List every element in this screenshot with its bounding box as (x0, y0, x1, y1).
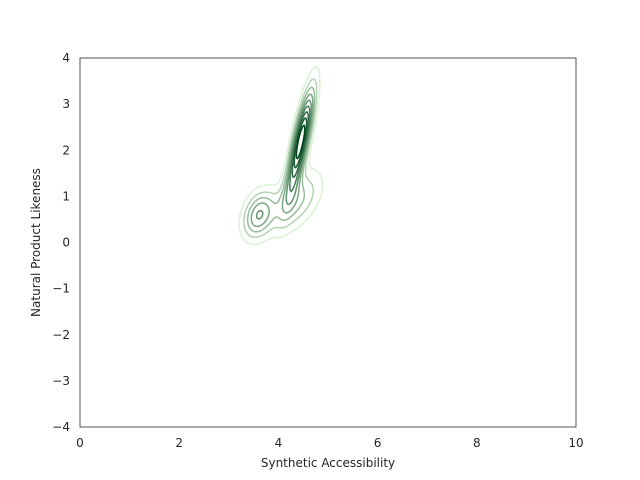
contour-level-3 (246, 86, 316, 233)
y-tick-label: −1 (52, 282, 70, 296)
plot-area (80, 58, 576, 427)
x-axis-ticks: 0 2 4 6 8 10 (76, 436, 583, 450)
y-axis-ticks: −4 −3 −2 −1 0 1 2 3 4 (52, 51, 70, 434)
x-tick-label: 8 (473, 436, 481, 450)
contour-level-9 (295, 124, 306, 160)
contour-level-8 (293, 117, 308, 169)
x-axis-label: Synthetic Accessibility (261, 456, 395, 470)
x-tick-label: 10 (568, 436, 583, 450)
y-tick-label: −4 (52, 420, 70, 434)
contour-level-5 (255, 99, 312, 220)
x-tick-label: 2 (175, 436, 183, 450)
x-tick-label: 6 (374, 436, 382, 450)
y-tick-label: 3 (62, 97, 70, 111)
y-tick-label: −2 (52, 328, 70, 342)
y-tick-label: 1 (62, 189, 70, 203)
plot-frame (79, 57, 577, 428)
y-tick-label: 0 (62, 236, 70, 250)
y-axis-label: Natural Product Likeness (29, 168, 43, 317)
x-tick-label: 0 (76, 436, 84, 450)
contour-level-7 (291, 111, 309, 179)
density-contours (238, 66, 324, 246)
contour-level-1 (238, 66, 324, 246)
y-tick-label: 4 (62, 51, 70, 65)
contour-level-2 (243, 78, 318, 239)
y-tick-label: −3 (52, 374, 70, 388)
contour-level-6 (289, 105, 311, 193)
y-tick-label: 2 (62, 143, 70, 157)
x-tick-label: 4 (275, 436, 283, 450)
contour-level-4 (250, 93, 314, 228)
